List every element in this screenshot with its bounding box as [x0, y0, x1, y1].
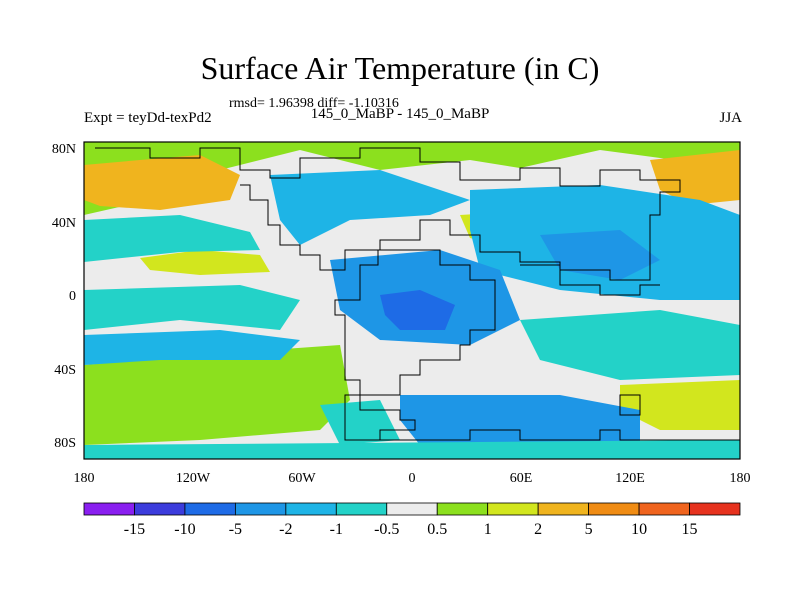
colorbar-swatch: [588, 502, 640, 516]
map-title: Surface Air Temperature (in C): [200, 50, 600, 86]
colorbar-label: -2: [279, 521, 292, 538]
colorbar-label: 2: [534, 521, 542, 538]
colorbar-swatch: [386, 502, 438, 516]
colorbar-swatch: [234, 502, 287, 516]
field-cool-northamerica: [270, 170, 470, 245]
x-axis: 180 120W 60W 0 60E 120E 180: [74, 471, 751, 486]
outline-north: [95, 147, 681, 281]
y-tick-label: 40N: [52, 216, 76, 231]
x-tick-label: 180: [730, 471, 751, 486]
continent-outlines: [95, 147, 740, 441]
field-hot-siberia: [650, 150, 740, 205]
x-tick-label: 120W: [176, 471, 211, 486]
experiment-label: Expt = teyDd-texPd2: [84, 110, 212, 126]
field-cool-southpacific: [84, 330, 300, 365]
colorbar-label: -15: [124, 521, 145, 538]
field-warm-north: [84, 142, 740, 215]
colorbar-swatch: [487, 502, 539, 516]
colorbar-swatch: [689, 502, 741, 516]
x-tick-label: 120E: [615, 471, 645, 486]
colorbar-swatch: [436, 502, 489, 516]
colorbar-label: -5: [229, 521, 242, 538]
stats-line: rmsd= 1.96398 diff= -1.10316: [229, 96, 399, 111]
colorbar-swatch: [134, 502, 186, 516]
field-warm-pacific: [140, 250, 270, 275]
y-tick-label: 0: [69, 289, 76, 304]
field-cool-indian: [520, 310, 740, 380]
y-axis: 80N 40N 0 40S 80S: [52, 142, 76, 451]
plot-frame: [83, 141, 741, 460]
colorbar-label: 15: [682, 521, 698, 538]
colorbar-swatch: [83, 502, 135, 516]
x-tick-label: 60E: [510, 471, 533, 486]
colorbar-label: 5: [585, 521, 593, 538]
y-tick-label: 40S: [54, 363, 76, 378]
outline-india: [520, 264, 660, 296]
x-tick-label: 180: [74, 471, 95, 486]
colorbar: -15 -10 -5 -2 -1 -0.5 0.5 1 2 5 10 15: [83, 502, 741, 538]
colorbar-label: -0.5: [374, 521, 399, 538]
outline-southamerica: [344, 394, 416, 441]
field-hot-northwest: [84, 155, 240, 210]
colorbar-swatch: [638, 502, 690, 516]
x-tick-label: 0: [409, 471, 416, 486]
y-tick-label: 80S: [54, 436, 76, 451]
field-cool-antarctica: [400, 395, 640, 445]
x-tick-label: 60W: [288, 471, 316, 486]
field-cold-africa-core: [380, 290, 455, 330]
colorbar-label: 1: [484, 521, 492, 538]
colorbar-swatch: [285, 502, 337, 516]
colorbar-label: -1: [330, 521, 343, 538]
field-cool-eastasia: [540, 230, 660, 280]
colorbar-swatch: [537, 502, 590, 516]
colorbar-label: 0.5: [427, 521, 447, 538]
field-cool-tropics: [84, 285, 300, 330]
colorbar-label: 10: [631, 521, 647, 538]
colorbar-swatch: [184, 502, 236, 516]
field-cool-atlantic: [84, 215, 260, 262]
outline-africa: [334, 249, 496, 396]
period-label: 145_0_MaBP - 145_0_MaBP: [310, 106, 490, 122]
colorbar-label: -10: [174, 521, 195, 538]
field-cool-southern-ocean: [84, 440, 740, 459]
colorbar-swatch: [335, 502, 388, 516]
field-warm-southeast: [620, 380, 740, 430]
map-field: [84, 142, 740, 459]
season-label: JJA: [719, 110, 742, 126]
outline-antarctica: [345, 429, 740, 441]
y-tick-label: 80N: [52, 142, 76, 157]
outline-australia: [619, 394, 641, 416]
field-warm-south: [84, 345, 350, 445]
